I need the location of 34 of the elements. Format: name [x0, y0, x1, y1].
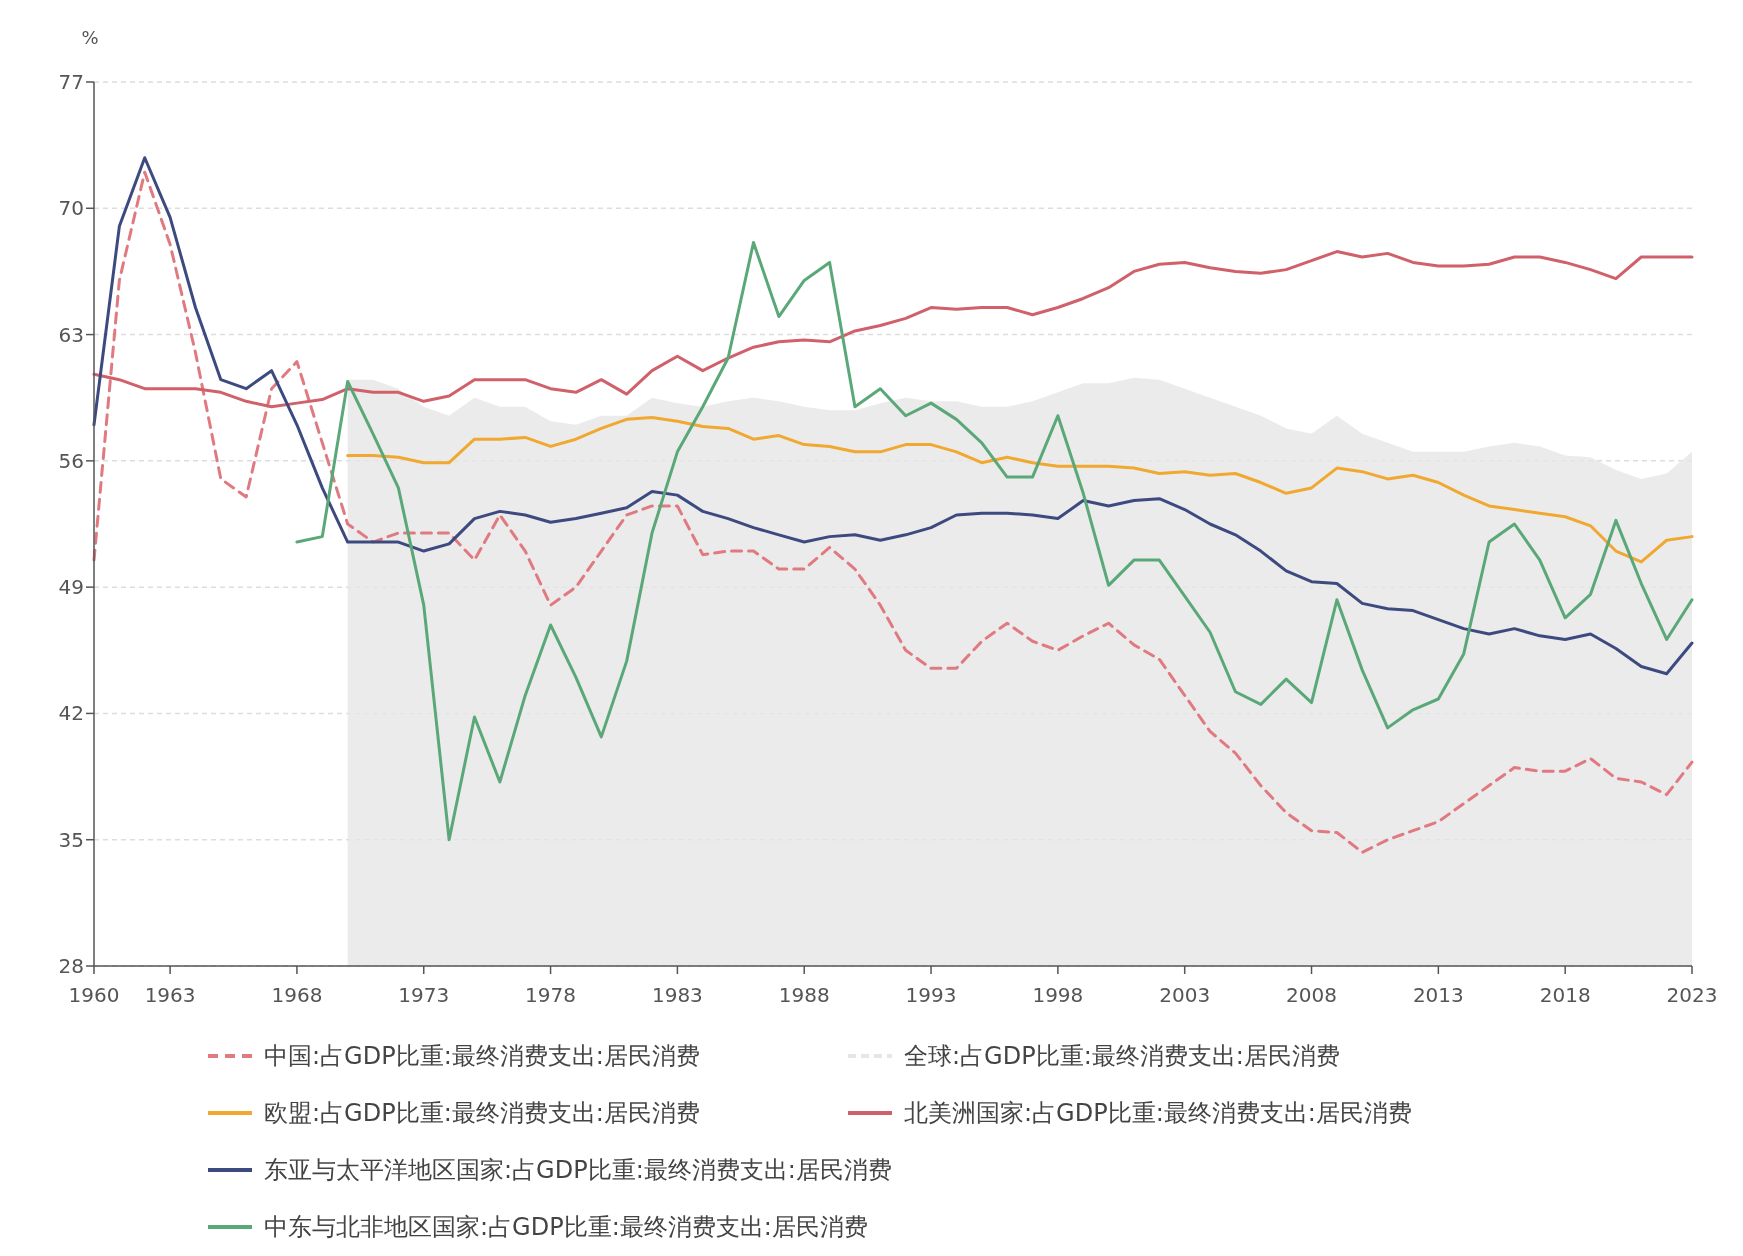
- line-series: [295, 241, 1694, 842]
- y-tick-label: 35: [58, 827, 84, 852]
- line-series: [92, 170, 1694, 854]
- x-tick-label: 1998: [1032, 983, 1084, 1007]
- x-tick-label: 1988: [778, 983, 830, 1007]
- x-tick-label: 2003: [1159, 983, 1211, 1007]
- legend-label: 欧盟:占GDP比重:最终消费支出:居民消费: [264, 1099, 700, 1127]
- y-tick-label: 56: [58, 448, 84, 473]
- y-tick-label: 49: [58, 575, 84, 600]
- legend-label: 中国:占GDP比重:最终消费支出:居民消费: [264, 1042, 700, 1070]
- y-axis-title: %: [81, 27, 99, 48]
- x-tick-label: 2008: [1286, 983, 1337, 1007]
- y-tick-label: 42: [58, 701, 84, 726]
- x-tick-label: 2023: [1666, 983, 1718, 1007]
- legend-label: 北美洲国家:占GDP比重:最终消费支出:居民消费: [904, 1099, 1412, 1127]
- y-tick-label: 28: [58, 954, 84, 978]
- legend-label: 全球:占GDP比重:最终消费支出:居民消费: [904, 1042, 1340, 1070]
- line-series: [92, 156, 1694, 676]
- line-series: [346, 416, 1694, 564]
- y-tick-label: 77: [58, 70, 84, 94]
- x-tick-label: 1978: [525, 983, 577, 1007]
- x-tick-label: 2013: [1412, 983, 1464, 1007]
- legend-label: 中东与北非地区国家:占GDP比重:最终消费支出:居民消费: [264, 1213, 868, 1241]
- x-tick-label: 1983: [651, 983, 703, 1007]
- x-tick-label: 1968: [271, 983, 323, 1007]
- y-tick-label: 70: [58, 196, 84, 221]
- legend-label: 东亚与太平洋地区国家:占GDP比重:最终消费支出:居民消费: [264, 1156, 892, 1184]
- x-tick-label: 1973: [398, 983, 450, 1007]
- line-series: [92, 250, 1694, 409]
- x-tick-label: 1960: [68, 983, 120, 1007]
- y-tick-label: 63: [58, 322, 84, 347]
- x-tick-label: 1963: [144, 983, 196, 1007]
- x-tick-label: 1993: [905, 983, 957, 1007]
- x-tick-label: 2018: [1539, 983, 1591, 1007]
